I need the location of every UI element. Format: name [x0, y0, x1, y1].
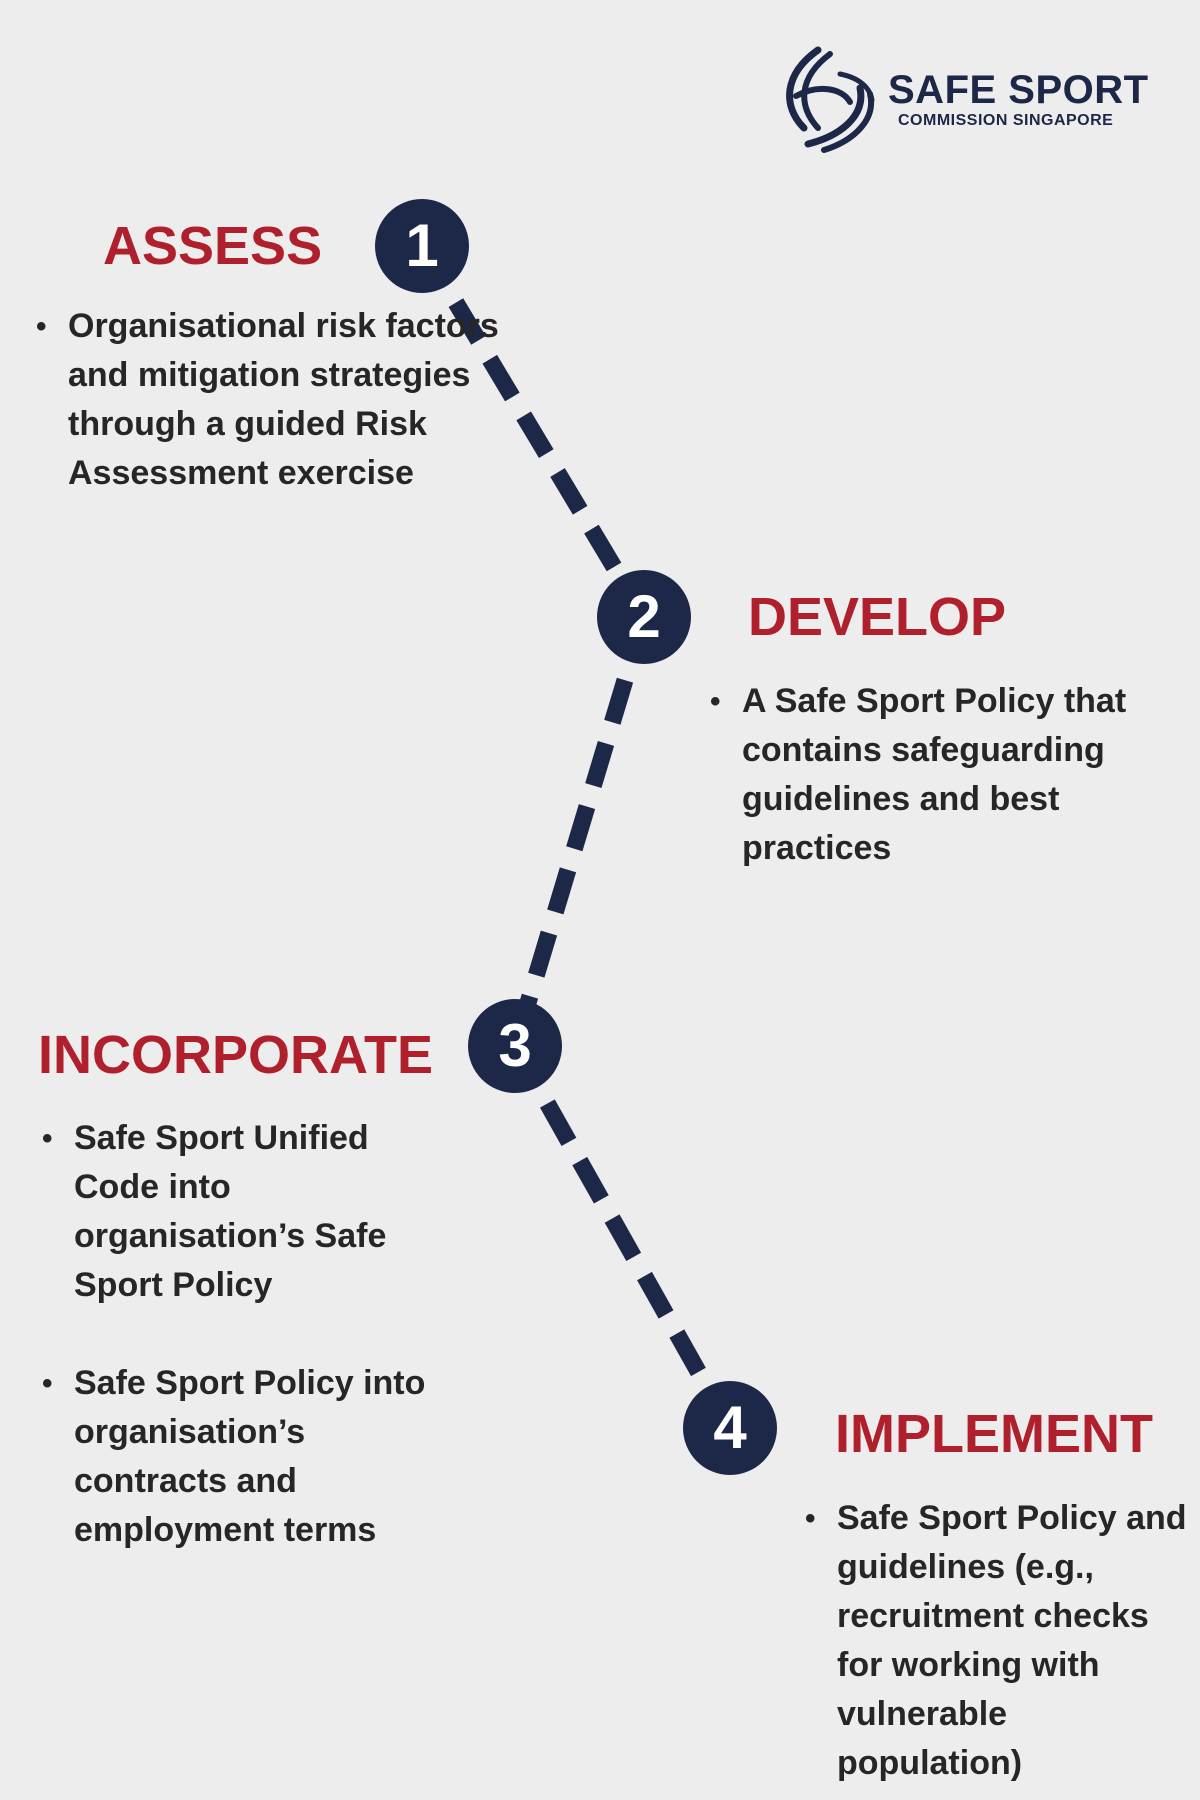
step-3-bullet-list: Safe Sport Unified Code into organisatio… [42, 1114, 452, 1555]
connector-2-3 [506, 614, 653, 1049]
step-2-bullet-list: A Safe Sport Policy that contains safegu… [710, 677, 1180, 873]
list-item: Safe Sport Policy into organisation’s co… [42, 1359, 452, 1555]
list-item: Safe Sport Unified Code into organisatio… [42, 1114, 452, 1310]
list-item: Organisational risk factors and mitigati… [36, 302, 516, 498]
step-1-bullet-list: Organisational risk factors and mitigati… [36, 302, 516, 498]
step-title-implement: IMPLEMENT [835, 1404, 1153, 1464]
step-title-develop: DEVELOP [748, 587, 1007, 647]
step-number-circle-4: 4 [683, 1381, 777, 1475]
step-number-circle-3: 3 [468, 999, 562, 1093]
brand-title: SAFE SPORT [888, 68, 1149, 112]
step-number-circle-1: 1 [375, 199, 469, 293]
stripes-logo-icon [786, 46, 875, 153]
brand-subtitle: COMMISSION SINGAPORE [898, 112, 1114, 129]
brand-logo: SAFE SPORT COMMISSION SINGAPORE [778, 44, 1178, 164]
step-number-circle-2: 2 [597, 570, 691, 664]
step-4-bullet-list: Safe Sport Policy and guidelines (e.g., … [805, 1494, 1190, 1788]
step-title-incorporate: INCORPORATE [38, 1025, 434, 1085]
connector-3-4 [507, 1041, 738, 1433]
list-item: Safe Sport Policy and guidelines (e.g., … [805, 1494, 1190, 1788]
step-title-assess: ASSESS [103, 216, 323, 276]
list-item: A Safe Sport Policy that contains safegu… [710, 677, 1180, 873]
